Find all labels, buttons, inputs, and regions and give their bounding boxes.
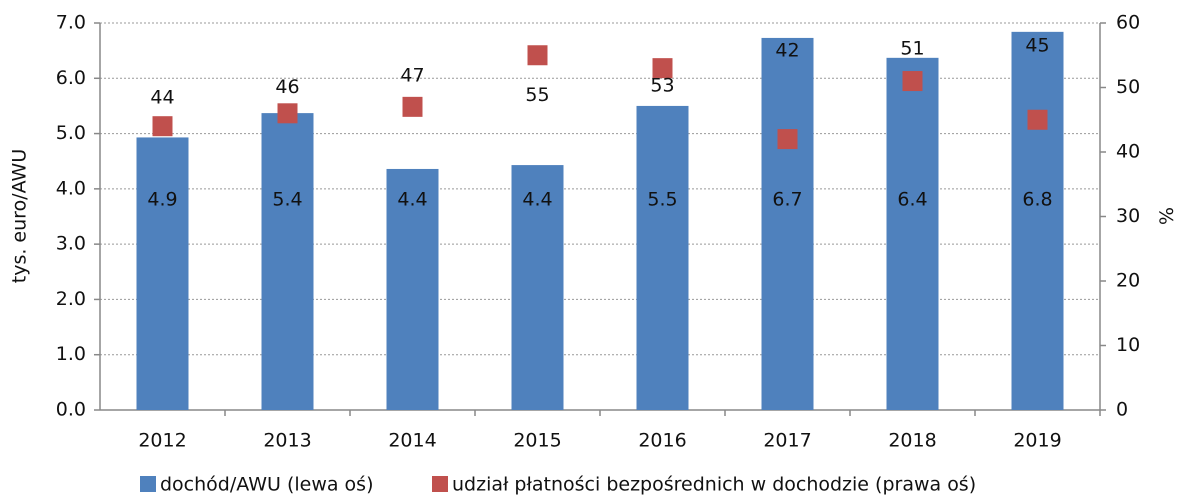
y-tick-label: 3.0 xyxy=(56,233,86,255)
y-tick-label: 0.0 xyxy=(56,399,86,421)
x-tick-label: 2012 xyxy=(138,430,186,452)
scatter-point xyxy=(1027,109,1048,130)
scatter-point xyxy=(527,45,548,66)
bar xyxy=(636,105,689,410)
point-value-label: 44 xyxy=(150,87,174,109)
scatter-point xyxy=(152,116,173,137)
y2-tick-label: 30 xyxy=(1116,205,1140,227)
scatter-point xyxy=(277,103,298,124)
x-tick-label: 2019 xyxy=(1013,430,1061,452)
bar xyxy=(761,37,814,410)
bar-value-label: 6.4 xyxy=(897,189,927,211)
scatter-point xyxy=(652,58,673,79)
point-value-label: 42 xyxy=(775,40,799,62)
legend-swatch xyxy=(140,476,156,492)
x-tick-label: 2017 xyxy=(763,430,811,452)
y-tick-label: 6.0 xyxy=(56,67,86,89)
y2-tick-label: 20 xyxy=(1116,270,1140,292)
bar xyxy=(136,137,189,411)
bar-value-label: 6.7 xyxy=(772,189,802,211)
bar xyxy=(1011,31,1064,411)
bar-value-label: 4.9 xyxy=(147,189,177,211)
bar xyxy=(886,57,939,411)
point-value-label: 47 xyxy=(400,64,424,86)
point-value-label: 51 xyxy=(900,38,924,60)
y2-tick-label: 10 xyxy=(1116,334,1140,356)
y2-tick-label: 50 xyxy=(1116,76,1140,98)
bar xyxy=(261,113,314,410)
scatter-point xyxy=(402,96,423,117)
point-value-label: 46 xyxy=(275,76,299,98)
x-tick-label: 2015 xyxy=(513,430,561,452)
point-value-label: 45 xyxy=(1025,34,1049,56)
legend-label: dochód/AWU (lewa oś) xyxy=(160,474,374,496)
bar-value-label: 6.8 xyxy=(1022,189,1052,211)
legend-label: udział płatności bezpośrednich w dochodz… xyxy=(452,474,976,496)
y-axis-title: tys. euro/AWU xyxy=(9,149,31,283)
y-tick-label: 7.0 xyxy=(56,12,86,34)
bar xyxy=(511,165,564,410)
x-tick-label: 2016 xyxy=(638,430,686,452)
x-tick-label: 2013 xyxy=(263,430,311,452)
scatter-point xyxy=(777,129,798,150)
bar-value-label: 5.5 xyxy=(647,189,677,211)
bar-value-label: 5.4 xyxy=(272,189,302,211)
bar-value-label: 4.4 xyxy=(522,189,552,211)
y-tick-label: 5.0 xyxy=(56,122,86,144)
x-tick-label: 2018 xyxy=(888,430,936,452)
y2-tick-label: 40 xyxy=(1116,141,1140,163)
bar-value-label: 4.4 xyxy=(397,189,427,211)
bar xyxy=(386,168,439,410)
y2-axis-title: % xyxy=(1155,207,1177,225)
scatter-point xyxy=(902,71,923,92)
y-tick-label: 2.0 xyxy=(56,288,86,310)
y-tick-label: 1.0 xyxy=(56,343,86,365)
x-tick-label: 2014 xyxy=(388,430,436,452)
point-value-label: 53 xyxy=(650,75,674,97)
y2-tick-label: 60 xyxy=(1116,12,1140,34)
legend-swatch xyxy=(432,476,448,492)
point-value-label: 55 xyxy=(525,84,549,106)
y2-tick-label: 0 xyxy=(1116,399,1128,421)
y-tick-label: 4.0 xyxy=(56,177,86,199)
